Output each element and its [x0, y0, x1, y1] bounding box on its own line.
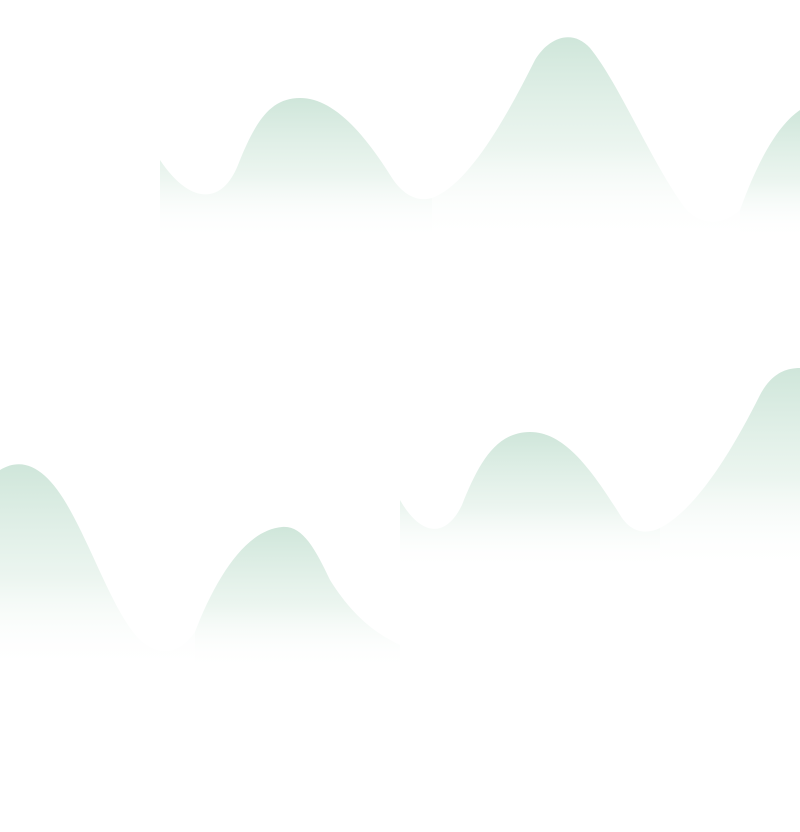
- hill-middle-right: [660, 368, 800, 570]
- hill-top-right: [740, 110, 800, 240]
- mountain-range-bottom: [0, 464, 400, 670]
- hill-top-left: [160, 98, 432, 240]
- hill-middle-left: [400, 432, 660, 570]
- hill-bottom-center: [195, 526, 400, 670]
- hill-bottom-left: [0, 464, 195, 670]
- hill-top-center: [432, 37, 740, 240]
- mountain-range-top: [160, 37, 800, 240]
- mountain-range-middle: [400, 368, 800, 570]
